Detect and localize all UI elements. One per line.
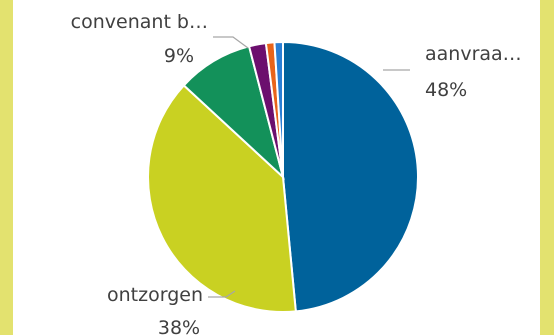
chart-panel: aanvraa… 48% ontzorgen 38% convenant b… … [13,0,540,335]
pie-slices [147,40,419,313]
leader-line-convenant [213,36,249,49]
pie-slice-small-c [273,40,284,178]
pie-slice-aanvraa [282,40,419,313]
pie-slice-ontzorgen [147,83,297,313]
pie-chart: aanvraa… 48% ontzorgen 38% convenant b… … [71,11,522,335]
slice-label-ontzorgen: ontzorgen [107,284,203,306]
slice-value-convenant: 9% [164,45,194,67]
leader-lines [208,36,410,298]
leader-line-ontzorgen [208,290,236,298]
slice-value-aanvraa: 48% [425,79,467,101]
slice-value-ontzorgen: 38% [158,317,200,335]
slice-label-convenant: convenant b… [71,11,208,33]
slice-label-aanvraa: aanvraa… [425,43,522,65]
